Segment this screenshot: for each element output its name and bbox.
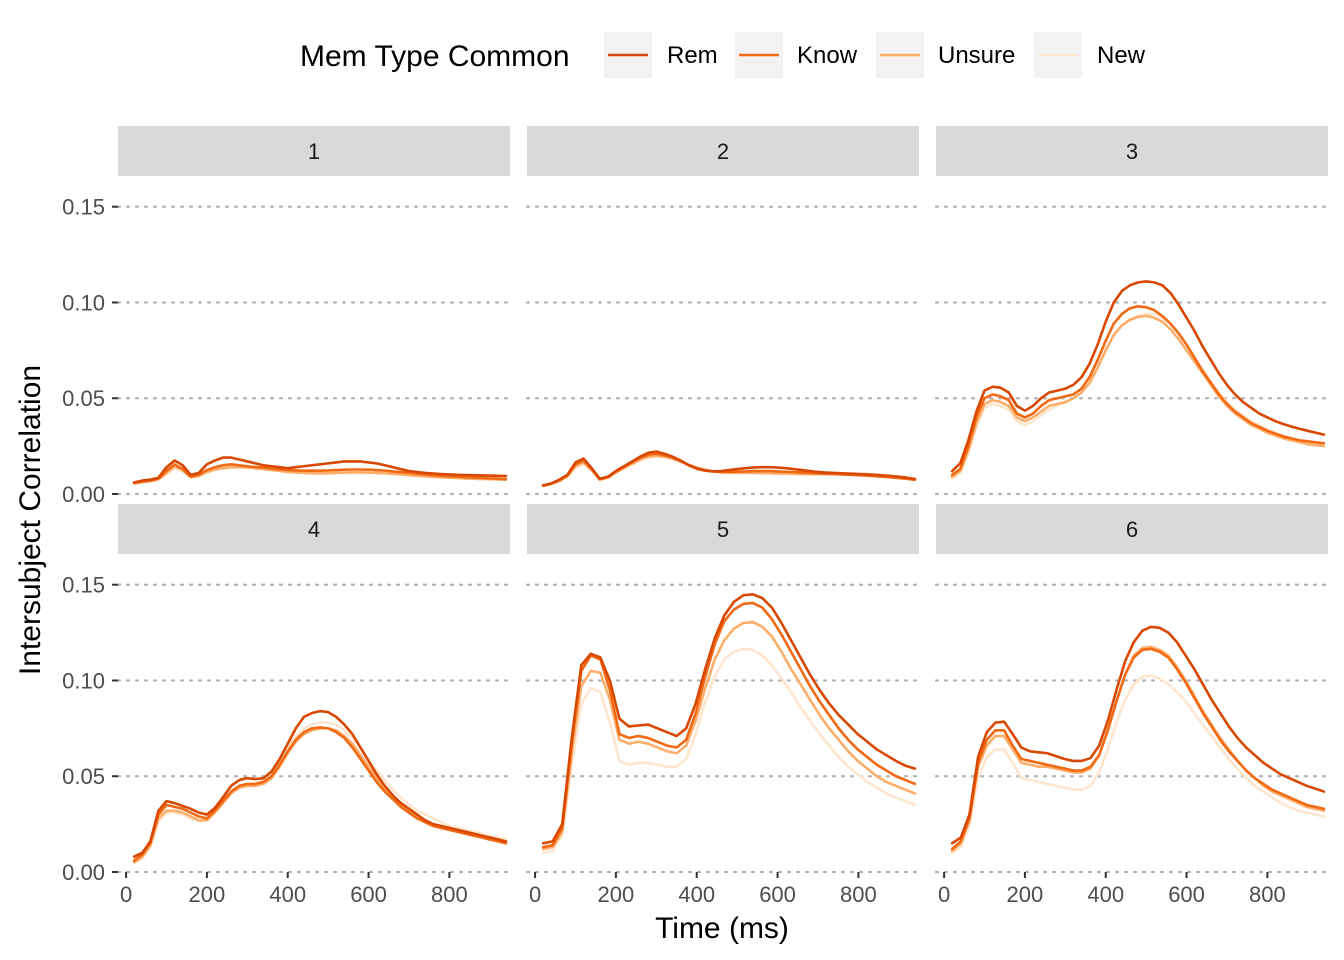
legend-title: Mem Type Common (300, 40, 570, 73)
facet-panel-3: 3 (934, 126, 1330, 496)
x-tick-label: 200 (598, 882, 635, 907)
series-line-unsure (541, 620, 917, 851)
facet-strip-label: 5 (717, 517, 729, 542)
series-line-know (950, 305, 1326, 477)
legend-item-rem: Rem (604, 32, 718, 78)
facet-strip-label: 4 (308, 517, 320, 542)
x-tick-label: 800 (431, 882, 468, 907)
facet-panel-2: 2 (525, 126, 921, 496)
x-tick-label: 600 (1168, 882, 1205, 907)
x-tick-label: 400 (269, 882, 306, 907)
y-tick-label: 0.15 (62, 195, 105, 220)
series-line-rem (132, 709, 508, 858)
facet-panel-6: 6 0 200 400 600 800 (934, 504, 1330, 907)
series-line-know (132, 726, 508, 862)
legend-label-unsure: Unsure (938, 42, 1015, 69)
legend-item-know: Know (735, 32, 858, 78)
y-tick-label: 0.00 (62, 860, 105, 885)
x-tick-label: 400 (678, 882, 715, 907)
series-line-unsure (950, 645, 1326, 853)
facet-strip (527, 126, 919, 176)
facet-strip (936, 504, 1328, 554)
facet-strip (118, 126, 510, 176)
series-line-rem (132, 456, 508, 484)
facet-panel-1: 1 0.00 0.05 0.10 0.15 (62, 126, 512, 507)
y-tick-label: 0.15 (62, 573, 105, 598)
series-line-rem (541, 450, 917, 487)
facet-strip-label: 3 (1126, 139, 1138, 164)
facet-strip-label: 6 (1126, 517, 1138, 542)
facet-panel-5: 5 0 200 400 600 800 (525, 504, 921, 907)
legend-label-new: New (1097, 42, 1146, 69)
legend-item-new: New (1034, 32, 1146, 78)
facet-strip-label: 1 (308, 139, 320, 164)
x-tick-label: 0 (529, 882, 541, 907)
facet-panels: 1 0.00 0.05 0.10 0.15 2 3 4 0.00 0.05 0.10 0.15 0 200… (62, 126, 1330, 907)
x-tick-label: 0 (938, 882, 950, 907)
x-tick-label: 600 (350, 882, 387, 907)
series-line-new (950, 674, 1326, 855)
series-line-new (541, 647, 917, 855)
facet-strip (527, 504, 919, 554)
x-tick-label: 400 (1087, 882, 1124, 907)
series-line-know (950, 647, 1326, 851)
y-axis-title: Intersubject Correlation (14, 365, 47, 675)
legend-label-rem: Rem (667, 42, 718, 69)
x-tick-label: 200 (189, 882, 226, 907)
series-line-unsure (950, 314, 1326, 479)
facet-panel-4: 4 0.00 0.05 0.10 0.15 0 200 400 600 800 (62, 504, 512, 907)
x-tick-label: 200 (1007, 882, 1044, 907)
y-tick-label: 0.05 (62, 386, 105, 411)
x-tick-label: 800 (1249, 882, 1286, 907)
series-line-know (132, 463, 508, 484)
y-tick-label: 0.05 (62, 764, 105, 789)
x-tick-label: 800 (840, 882, 877, 907)
y-tick-label: 0.00 (62, 482, 105, 507)
facet-strip (936, 126, 1328, 176)
y-tick-label: 0.10 (62, 290, 105, 315)
series-line-know (541, 601, 917, 849)
legend: Mem Type Common Rem Know Unsure New (300, 32, 1146, 78)
series-line-rem (541, 593, 917, 845)
series-line-rem (950, 280, 1326, 473)
legend-label-know: Know (797, 42, 858, 69)
facet-strip-label: 2 (717, 139, 729, 164)
legend-item-unsure: Unsure (876, 32, 1015, 78)
x-axis-title: Time (ms) (655, 912, 789, 945)
x-tick-label: 0 (120, 882, 132, 907)
y-tick-label: 0.10 (62, 668, 105, 693)
facet-strip (118, 504, 510, 554)
x-tick-label: 600 (759, 882, 796, 907)
series-line-rem (950, 625, 1326, 845)
